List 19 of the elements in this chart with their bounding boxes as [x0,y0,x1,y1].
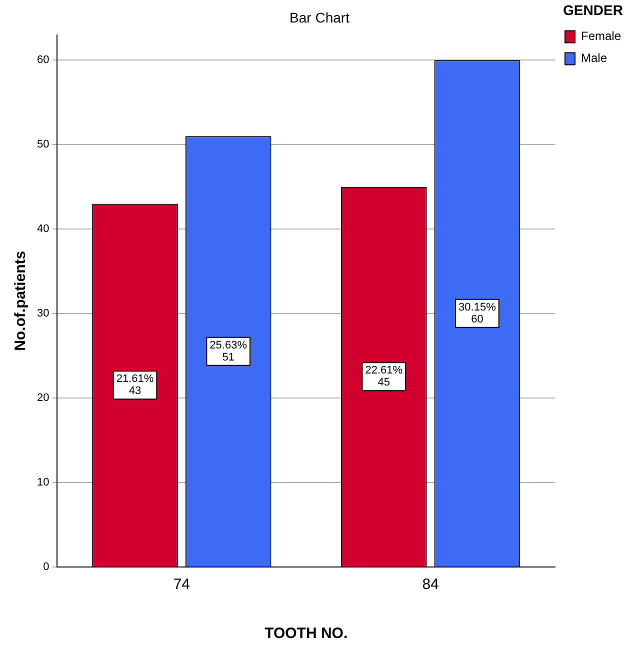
data-label: 21.61% 43 [116,373,154,398]
y-axis-title: No.of.patients [12,250,30,351]
y-tick-label: 60 [36,54,50,66]
x-tick-label: 74 [173,576,190,594]
x-axis-title: TOOTH NO. [264,625,348,642]
x-tick-label: 84 [422,576,439,594]
y-tick-label: 10 [36,476,50,489]
y-tick-label: 0 [43,561,50,574]
chart-title: Bar Chart [290,9,350,26]
y-tick-label: 20 [36,392,50,404]
data-label: 25.63% 51 [210,339,248,364]
legend-label: Female [580,29,622,44]
legend-label: Male [580,51,608,66]
y-tick-label: 50 [36,138,50,151]
y-tick-label: 40 [36,223,50,236]
data-label: 30.15% 60 [458,301,496,326]
legend-title: GENDER [563,2,623,18]
y-tick-label: 30 [36,308,50,320]
data-label: 22.61% 45 [365,364,403,389]
